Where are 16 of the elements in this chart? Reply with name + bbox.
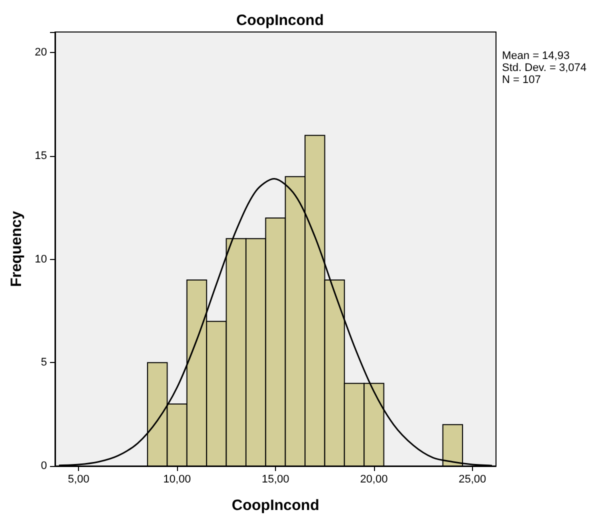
text: Mean = 14,93 <box>502 50 570 62</box>
x-tick-label: 5,00 <box>68 474 90 486</box>
x-axis-title: CoopIncond <box>232 497 320 514</box>
x-tick-label: 25,00 <box>458 474 486 486</box>
x-tick-label: 20,00 <box>360 474 388 486</box>
y-tick-label: 20 <box>34 46 47 59</box>
y-axis-title: Frequency <box>8 210 25 287</box>
text: Std. Dev. = 3,074 <box>502 62 586 74</box>
y-tick-label: 0 <box>40 460 47 472</box>
x-tick-label: 15,00 <box>262 474 290 486</box>
y-tick-label: 15 <box>34 150 47 162</box>
y-tick-label: 5 <box>40 356 47 369</box>
chart-title: CoopIncond <box>236 12 324 29</box>
x-tick-label: 10,00 <box>163 474 191 486</box>
text: N = 107 <box>502 74 541 86</box>
y-tick-label: 10 <box>34 253 47 266</box>
